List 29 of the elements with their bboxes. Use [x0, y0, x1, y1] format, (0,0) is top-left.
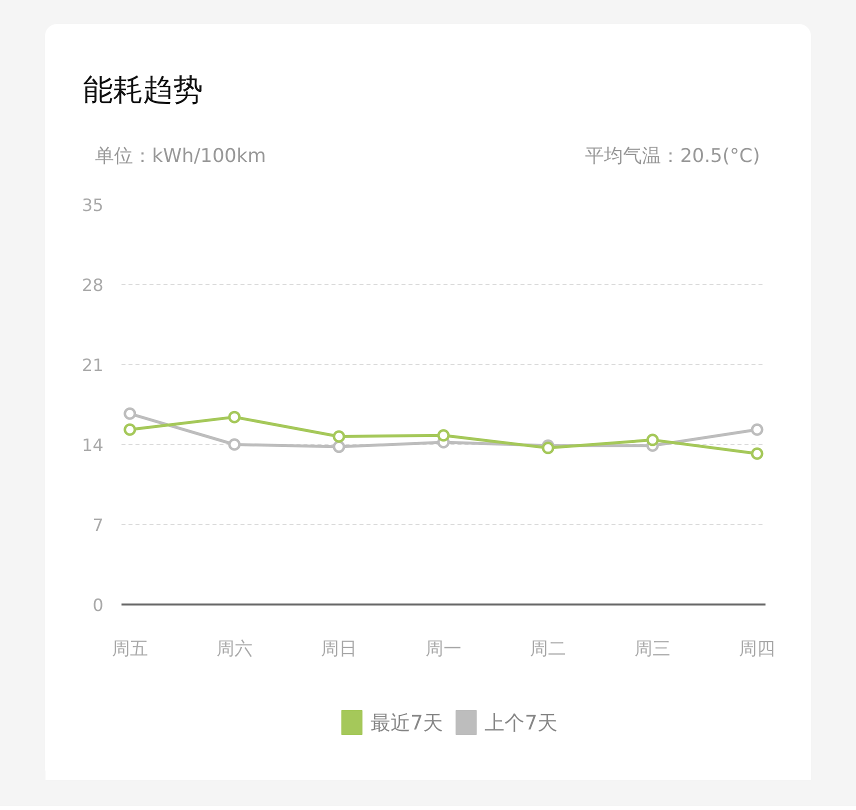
text: 平均气温：20.5(°C)	[585, 144, 760, 169]
point	[332, 430, 346, 443]
x-tick-label: 周六	[216, 638, 252, 660]
y-tick-label: 14	[82, 436, 104, 456]
point	[124, 407, 136, 420]
x-tick-label: 周二	[530, 638, 566, 660]
point	[228, 438, 241, 451]
x-tick-label: 周五	[112, 638, 148, 660]
point	[646, 434, 659, 446]
legend-label: 上个7天	[484, 710, 558, 734]
chart-title: 能耗趋势	[83, 72, 203, 110]
x-tick-label: 周日	[320, 638, 357, 660]
point	[332, 440, 346, 454]
point	[750, 447, 764, 460]
y-tick-label: 21	[82, 356, 104, 376]
point	[750, 423, 764, 436]
y-tick-label: 0	[92, 596, 104, 616]
x-tick-label: 周四	[739, 638, 776, 660]
y-tick-label: 28	[82, 276, 104, 296]
y-tick-label: 35	[82, 196, 104, 216]
y-tick-label: 7	[92, 516, 104, 536]
y-axis-title: 单位：kWh/100km	[95, 144, 266, 169]
point	[437, 429, 450, 442]
point	[124, 423, 136, 436]
legend-label: 最近7天	[370, 710, 444, 734]
point	[228, 410, 241, 424]
point	[542, 442, 554, 454]
x-tick-label: 周一	[426, 638, 462, 660]
x-tick-label: 周三	[634, 638, 671, 660]
